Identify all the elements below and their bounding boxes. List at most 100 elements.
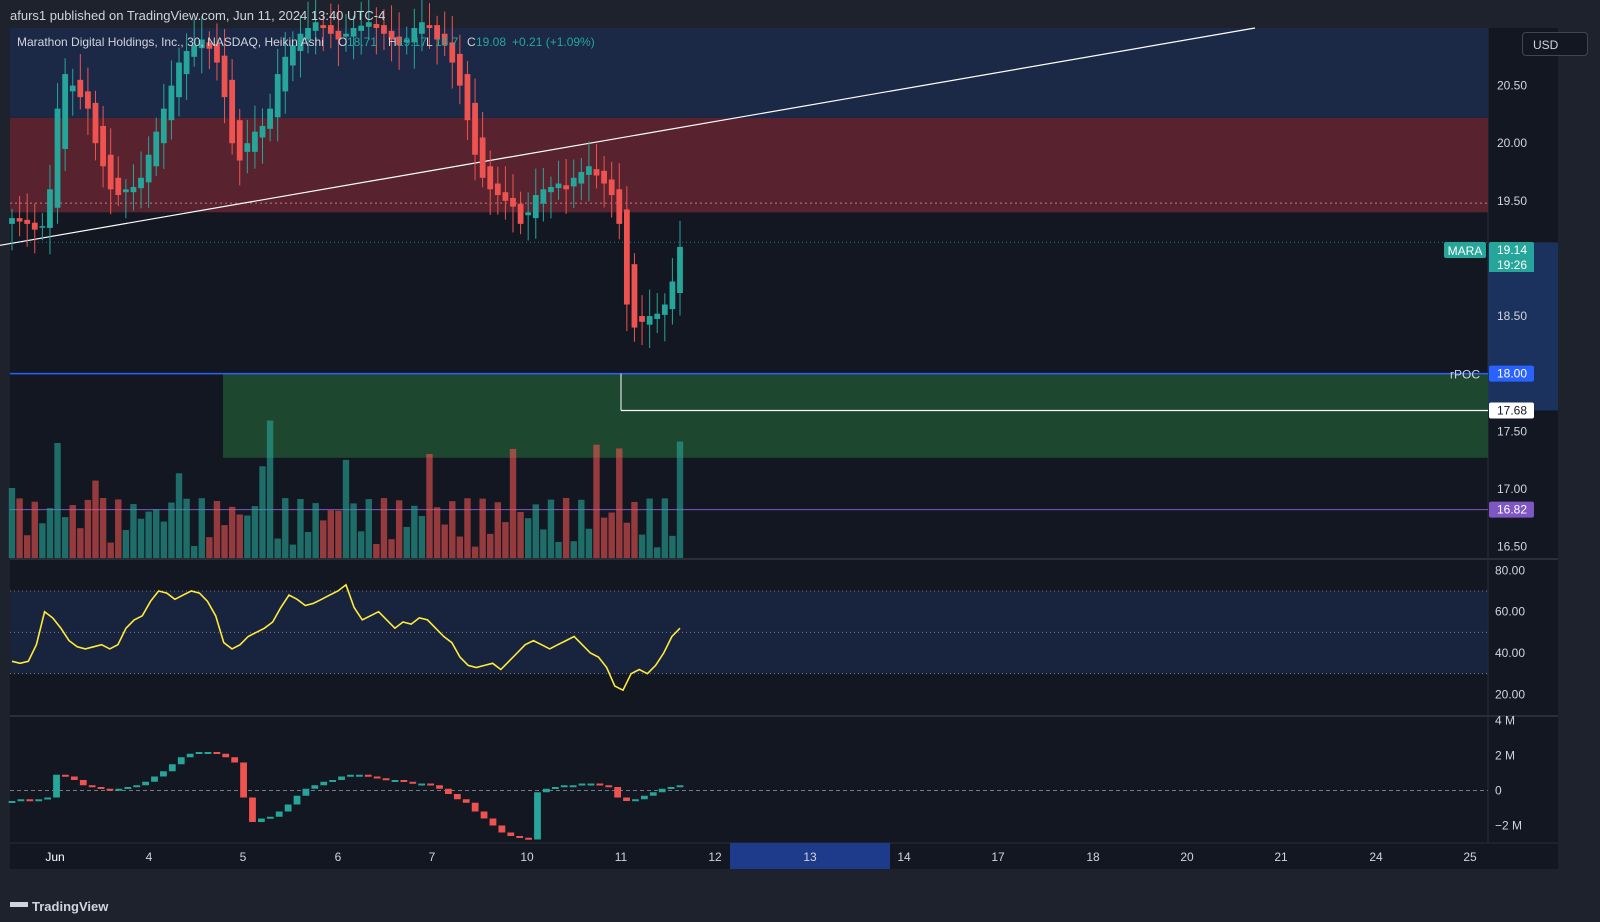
delta-bar	[275, 811, 283, 817]
volume-bar	[524, 518, 532, 558]
delta-bar	[453, 794, 461, 800]
candle-body	[214, 44, 220, 63]
candle-body	[411, 28, 418, 43]
price-tick: 19.50	[1497, 194, 1527, 208]
volume-bar	[251, 506, 259, 558]
candle-body	[282, 56, 289, 92]
volume-bar	[433, 507, 441, 558]
price-tick: 18.50	[1497, 309, 1527, 323]
delta-bar	[293, 795, 301, 805]
time-tick: 7	[429, 850, 436, 864]
volume-bar	[213, 500, 221, 558]
candle-body	[115, 177, 122, 196]
price-axis-bg	[1488, 28, 1558, 843]
candle-body	[274, 74, 281, 118]
candle-body	[138, 177, 144, 189]
volume-bar	[84, 499, 92, 558]
delta-bar	[106, 788, 114, 791]
delta-bar	[551, 787, 559, 789]
delta-bar	[62, 774, 69, 777]
last-price-tag: 19.14	[1497, 243, 1527, 257]
delta-bar	[578, 783, 586, 786]
candle-body	[601, 170, 607, 184]
delta-bar	[53, 774, 60, 798]
delta-bar	[614, 787, 622, 798]
delta-bar	[35, 799, 43, 802]
time-tick: 24	[1369, 850, 1383, 864]
delta-tick: 2 M	[1495, 749, 1515, 763]
delta-bar	[44, 797, 52, 800]
low-price-tag-bg	[1489, 402, 1534, 419]
candle-body	[236, 120, 243, 161]
candle-body	[39, 226, 46, 228]
candle-body	[646, 316, 653, 325]
candle-body	[616, 189, 623, 224]
rsi-line	[11, 583, 681, 692]
volume-bar	[494, 502, 502, 558]
candle-body	[426, 25, 433, 28]
volume-bar	[327, 510, 335, 558]
currency-button[interactable]: USD	[1522, 32, 1588, 56]
time-highlight	[730, 843, 890, 869]
delta-bar	[569, 785, 577, 788]
delta-bar	[436, 785, 443, 789]
candle-body	[586, 166, 592, 175]
volume-bar	[54, 443, 61, 558]
candle-body	[350, 28, 357, 37]
countdown-tag-bg	[1489, 257, 1534, 272]
delta-bar	[418, 783, 426, 786]
symbol-description: Marathon Digital Holdings, Inc., 30, NAS…	[17, 35, 324, 49]
delta-bar	[480, 811, 488, 819]
rpoc-label: rPOC	[1450, 368, 1480, 382]
tradingview-logo-text: TradingView	[32, 899, 109, 914]
volume-bar	[403, 526, 410, 558]
delta-bar	[186, 753, 194, 758]
rsi-tick: 20.00	[1495, 687, 1525, 701]
delta-bar	[329, 780, 337, 782]
candle-body	[548, 187, 554, 193]
volume-bar	[532, 504, 539, 558]
volume-bar	[441, 524, 448, 558]
delta-bar	[204, 752, 212, 754]
volume-bar	[373, 543, 380, 558]
price-tick: 20.50	[1497, 79, 1527, 93]
candle-body	[381, 25, 387, 34]
delta-bar	[168, 764, 176, 772]
volume-bar	[608, 512, 615, 558]
candle-body	[122, 189, 129, 193]
candle-body	[578, 172, 585, 184]
delta-bar	[142, 781, 149, 786]
volume-bar	[244, 515, 251, 558]
candle-body	[502, 192, 509, 201]
candle-body	[540, 189, 547, 204]
time-tick: 21	[1274, 850, 1288, 864]
volume-bar	[426, 453, 433, 558]
volume-bar	[39, 523, 46, 558]
price-tick: 17.50	[1497, 424, 1527, 438]
volume-bar	[221, 525, 228, 558]
candle-body	[176, 62, 182, 98]
volume-bar	[297, 498, 304, 558]
volume-bar	[638, 534, 646, 558]
volume-bar	[198, 498, 205, 558]
delta-bar	[70, 776, 78, 780]
delta-bar	[338, 776, 345, 780]
published-text: afurs1 published on TradingView.com, Jun…	[10, 8, 386, 23]
tradingview-logo[interactable]: TradingView	[10, 899, 108, 914]
volume-bar	[99, 498, 107, 558]
candle-body	[555, 183, 562, 189]
volume-bar	[342, 459, 350, 558]
volume-bar	[593, 444, 600, 558]
ohlc-h-label: H	[388, 35, 397, 49]
volume-bar	[168, 502, 175, 558]
volume-bar	[183, 498, 190, 558]
delta-bar	[8, 801, 16, 803]
volume-bar	[357, 531, 365, 558]
volume-bar	[206, 537, 213, 558]
publish-bar: afurs1 published on TradingView.com, Jun…	[0, 0, 1600, 28]
delta-bar	[605, 785, 613, 788]
delta-bar	[160, 771, 167, 777]
delta-bar	[560, 785, 568, 788]
candle-body	[472, 102, 478, 155]
